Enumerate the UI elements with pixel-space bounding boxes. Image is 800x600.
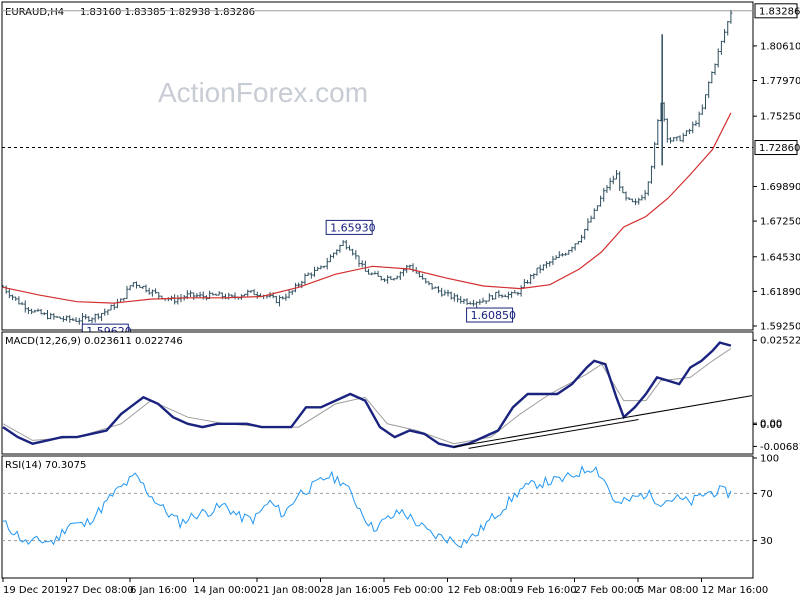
last-price-tag-box — [754, 3, 798, 19]
time-axis-label: 12 Mar 16:00 — [702, 585, 769, 596]
macd-label: MACD(12,26,9) 0.023611 0.022746 — [5, 336, 183, 347]
rsi-panel-frame — [1, 455, 754, 579]
price-axis-label: 1.75250 — [760, 112, 800, 123]
price-axis-label: 1.61890 — [760, 287, 800, 298]
rsi-axis-label: 100 — [760, 454, 779, 465]
macd-line — [2, 341, 732, 449]
rsi-axis-label: 30 — [760, 536, 773, 547]
time-axis-label: 14 Jan 00:00 — [194, 585, 257, 596]
rsi-panel: RSI(14) 70.3075 100 70 30 — [1, 454, 779, 579]
price-tags: 1.83286 1.72860 — [754, 3, 800, 156]
macd-axis-label: 0.00 — [760, 419, 782, 430]
ohlc-label: 1.83160 1.83385 1.82938 1.83286 — [80, 7, 255, 18]
macd-panel-frame — [1, 331, 754, 455]
time-axis-label: 12 Feb 08:00 — [448, 585, 514, 596]
moving-average-line — [2, 112, 732, 304]
time-axis-label: 27 Dec 08:00 — [67, 585, 134, 596]
time-axis-label: 19 Feb 16:00 — [511, 585, 577, 596]
watermark: ActionForex.com — [158, 77, 368, 108]
rsi-axis-label: 70 — [760, 489, 773, 500]
symbol-label: EURAUD,H4 — [5, 7, 64, 18]
level-price-tag-box — [754, 140, 798, 156]
macd-trendline-lower — [468, 419, 639, 449]
time-axis-label: 5 Feb 00:00 — [384, 585, 443, 596]
time-axis-label: 27 Feb 00:00 — [575, 585, 641, 596]
price-axis-label: 1.67250 — [760, 217, 800, 228]
time-axis-label: 6 Jan 16:00 — [130, 585, 187, 596]
price-axis-label: 1.59250 — [760, 322, 800, 333]
annotation-box — [466, 307, 514, 323]
macd-axis-label: 0.02522 — [760, 336, 800, 347]
price-axis-label: 1.69890 — [760, 182, 800, 193]
rsi-axis: 100 70 30 — [2, 454, 779, 547]
annotation-label: 1.60850 — [471, 309, 517, 322]
macd-axis-label: 0.00 — [760, 420, 782, 431]
rsi-label: RSI(14) 70.3075 — [5, 460, 86, 471]
time-axis-label: 5 Mar 08:00 — [638, 585, 698, 596]
rsi-line — [2, 465, 732, 549]
price-axis: 1.80610 1.77970 1.75250 1.69890 1.67250 1.645… — [753, 41, 800, 333]
price-axis-label: 1.80610 — [760, 41, 800, 52]
time-axis-label: 28 Jan 16:00 — [321, 585, 384, 596]
time-axis-label: 21 Jan 08:00 — [257, 585, 320, 596]
time-axis: 19 Dec 2019 27 Dec 08:006 Jan 16:00 14 Jan… — [2, 578, 769, 596]
price-axis-label: 1.77970 — [760, 76, 800, 87]
macd-panel: MACD(12,26,9) 0.023611 0.022746 0.02522 0… — [1, 331, 800, 455]
time-axis-label: 19 Dec 2019 — [3, 585, 67, 596]
annotation-box — [325, 219, 373, 235]
macd-axis-label: -0.006813 — [760, 442, 800, 453]
price-panel: EURAUD,H4 1.83160 1.83385 1.82938 1.8328… — [1, 1, 800, 339]
level-price-tag: 1.72860 — [759, 143, 800, 154]
price-axis-label: 1.64530 — [760, 252, 800, 263]
price-panel-frame — [1, 1, 754, 331]
macd-trendline — [453, 395, 753, 448]
annotation-label: 1.65930 — [330, 221, 376, 234]
last-price-tag: 1.83286 — [759, 6, 800, 17]
